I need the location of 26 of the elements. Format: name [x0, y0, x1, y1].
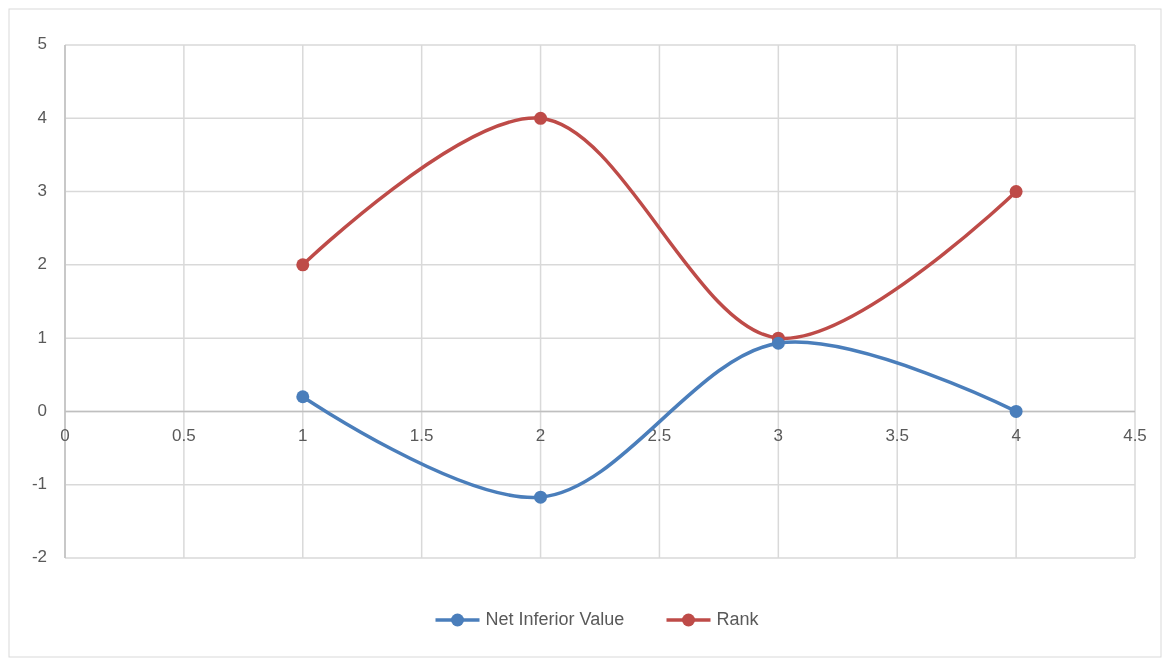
point: [1009, 404, 1023, 418]
y-tick-label: 2: [37, 254, 47, 274]
legend-label: Rank: [716, 608, 760, 629]
x-tick-label: 2: [535, 426, 546, 446]
point: [296, 258, 310, 272]
y-tick-label: 5: [37, 34, 47, 54]
y-tick-label: 0: [37, 400, 47, 420]
x-tick-label: 1.5: [409, 426, 434, 446]
point: [771, 336, 785, 350]
x-tick-label: 3.5: [885, 426, 910, 446]
x-tick-label: 0: [60, 426, 70, 446]
point: [534, 490, 548, 504]
y-tick-label: 3: [37, 181, 47, 201]
x-tick-label: 3: [773, 426, 784, 446]
point: [1009, 185, 1023, 199]
x-tick-label: 0.5: [172, 426, 196, 446]
x-tick-label: 1: [298, 426, 308, 446]
point: [296, 390, 310, 404]
y-tick-label: 4: [37, 107, 47, 127]
point: [534, 111, 548, 125]
y-tick-label: 1: [37, 327, 47, 347]
x-tick-label: 4: [1011, 426, 1021, 446]
x-tick-label: 4.5: [1123, 426, 1147, 446]
y-tick-label: -2: [31, 547, 47, 567]
y-tick-label: -1: [31, 474, 47, 494]
legend-label: Net Inferior Value: [485, 608, 625, 629]
